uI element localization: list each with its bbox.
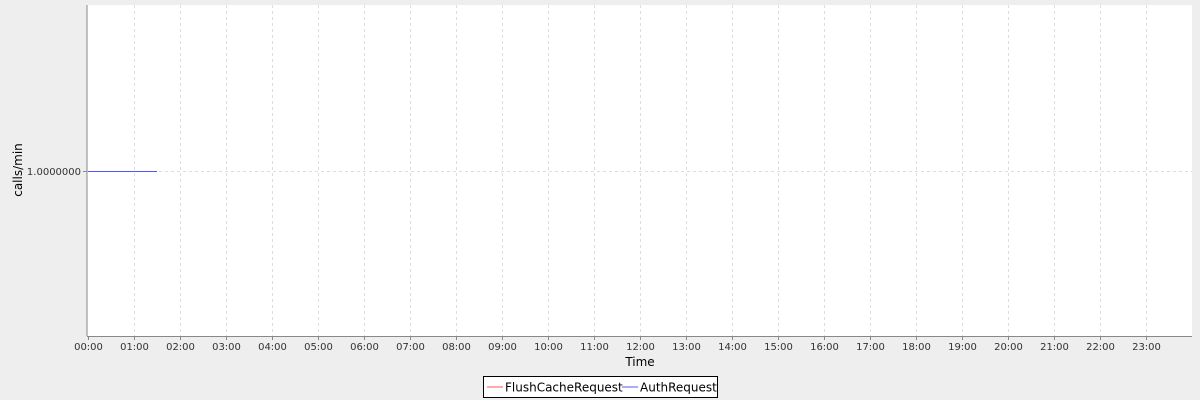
x-tick-label: 02:00 <box>166 342 195 353</box>
x-tick-label: 03:00 <box>212 342 241 353</box>
x-tick-label: 06:00 <box>350 342 379 353</box>
x-tick-label: 11:00 <box>580 342 609 353</box>
x-tick-label: 00:00 <box>74 342 103 353</box>
x-tick-label: 09:00 <box>488 342 517 353</box>
y-tick-label: 1.0000000 <box>27 167 81 178</box>
x-tick-label: 05:00 <box>304 342 333 353</box>
x-tick-label: 10:00 <box>534 342 563 353</box>
x-tick-label: 20:00 <box>994 342 1023 353</box>
x-tick-label: 07:00 <box>396 342 425 353</box>
x-tick-label: 18:00 <box>902 342 931 353</box>
y-ticks: 1.0000000 <box>27 167 87 178</box>
legend-label-auth: AuthRequest <box>640 381 717 395</box>
x-tick-label: 08:00 <box>442 342 471 353</box>
plot-area <box>87 5 1192 336</box>
x-tick-label: 19:00 <box>948 342 977 353</box>
x-tick-label: 04:00 <box>258 342 287 353</box>
x-tick-label: 23:00 <box>1132 342 1161 353</box>
x-tick-label: 01:00 <box>120 342 149 353</box>
x-tick-label: 14:00 <box>718 342 747 353</box>
x-tick-label: 17:00 <box>856 342 885 353</box>
x-tick-label: 12:00 <box>626 342 655 353</box>
x-tick-label: 16:00 <box>810 342 839 353</box>
x-tick-label: 21:00 <box>1040 342 1069 353</box>
legend: FlushCacheRequest AuthRequest <box>483 376 718 398</box>
legend-label-flushcache: FlushCacheRequest <box>505 381 623 395</box>
x-tick-label: 13:00 <box>672 342 701 353</box>
grid <box>87 5 1192 336</box>
x-axis-label: Time <box>624 355 654 369</box>
x-ticks: 00:00 01:00 02:00 03:00 04:00 05:00 06:00 07:00… <box>74 336 1161 353</box>
x-tick-label: 15:00 <box>764 342 793 353</box>
y-axis-label: calls/min <box>11 143 25 197</box>
x-tick-label: 22:00 <box>1086 342 1115 353</box>
